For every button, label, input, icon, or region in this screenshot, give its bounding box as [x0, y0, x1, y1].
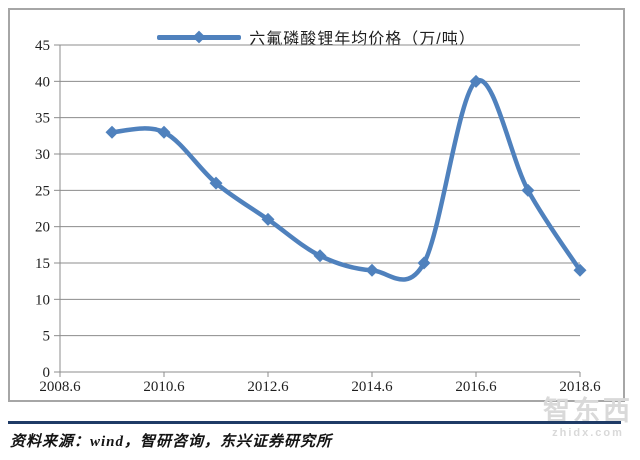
chart-frame: 六氟磷酸锂年均价格（万/吨）: [8, 8, 625, 402]
zhidx-logo-text: 智东西: [543, 396, 633, 426]
zhidx-url-text: zhidx.com: [552, 427, 624, 439]
footer-divider: [8, 421, 621, 424]
zhidx-watermark: 智东西 zhidx.com: [537, 398, 639, 439]
source-note: 资料来源：wind，智研咨询，东兴证券研究所: [10, 434, 333, 450]
legend-label: 六氟磷酸锂年均价格（万/吨）: [249, 31, 476, 48]
legend-diamond-icon: [192, 30, 206, 44]
legend-line-marker-icon: [157, 30, 242, 44]
chart-legend: 六氟磷酸锂年均价格（万/吨）: [10, 25, 623, 49]
